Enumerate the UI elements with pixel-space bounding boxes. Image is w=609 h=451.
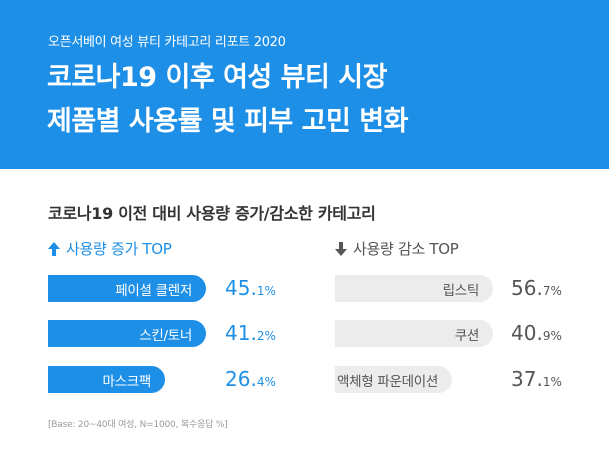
decrease-bar-2: 쿠션 bbox=[335, 320, 493, 347]
decrease-bar-1: 립스틱 bbox=[335, 275, 493, 302]
decrease-label: 사용량 감소 TOP bbox=[353, 240, 459, 258]
section-title: 코로나19 이전 대비 사용량 증가/감소한 카테고리 bbox=[48, 204, 376, 223]
decrease-group-label: 사용량 감소 TOP bbox=[335, 238, 459, 259]
base-footnote: [Base: 20~40대 여성, N=1000, 복수응답 %] bbox=[48, 420, 228, 430]
increase-bar-3: 마스크팩 bbox=[48, 366, 165, 393]
report-header: 오픈서베이 여성 뷰티 카테고리 리포트 2020 코로나19 이후 여성 뷰티… bbox=[0, 0, 609, 169]
arrow-down-icon bbox=[335, 241, 347, 256]
report-subtitle: 오픈서베이 여성 뷰티 카테고리 리포트 2020 bbox=[48, 35, 286, 50]
increase-value-3: 26. 4% bbox=[225, 367, 276, 391]
decrease-value-1: 56. 7% bbox=[511, 276, 562, 300]
decrease-bar-label: 액체형 파운데이션 bbox=[337, 373, 438, 390]
increase-value-1: 45. 1% bbox=[225, 276, 276, 300]
decrease-bar-label: 립스틱 bbox=[442, 282, 480, 299]
increase-label: 사용량 증가 TOP bbox=[66, 240, 172, 258]
increase-bar-1: 페이셜 클렌저 bbox=[48, 275, 206, 302]
decrease-bar-3: 액체형 파운데이션 bbox=[335, 366, 452, 393]
decrease-value-2: 40. 9% bbox=[511, 321, 562, 345]
increase-bar-label: 마스크팩 bbox=[102, 373, 152, 390]
increase-bar-label: 페이셜 클렌저 bbox=[115, 282, 192, 299]
arrow-up-icon bbox=[48, 241, 60, 256]
decrease-value-3: 37. 1% bbox=[511, 367, 562, 391]
increase-bar-2: 스킨/토너 bbox=[48, 320, 206, 347]
increase-group-label: 사용량 증가 TOP bbox=[48, 238, 172, 259]
increase-value-2: 41. 2% bbox=[225, 321, 276, 345]
decrease-bar-label: 쿠션 bbox=[454, 327, 480, 344]
report-title-line-1: 코로나19 이후 여성 뷰티 시장 bbox=[47, 62, 387, 93]
report-title-line-2: 제품별 사용률 및 피부 고민 변화 bbox=[47, 106, 408, 137]
increase-bar-label: 스킨/토너 bbox=[139, 327, 192, 344]
